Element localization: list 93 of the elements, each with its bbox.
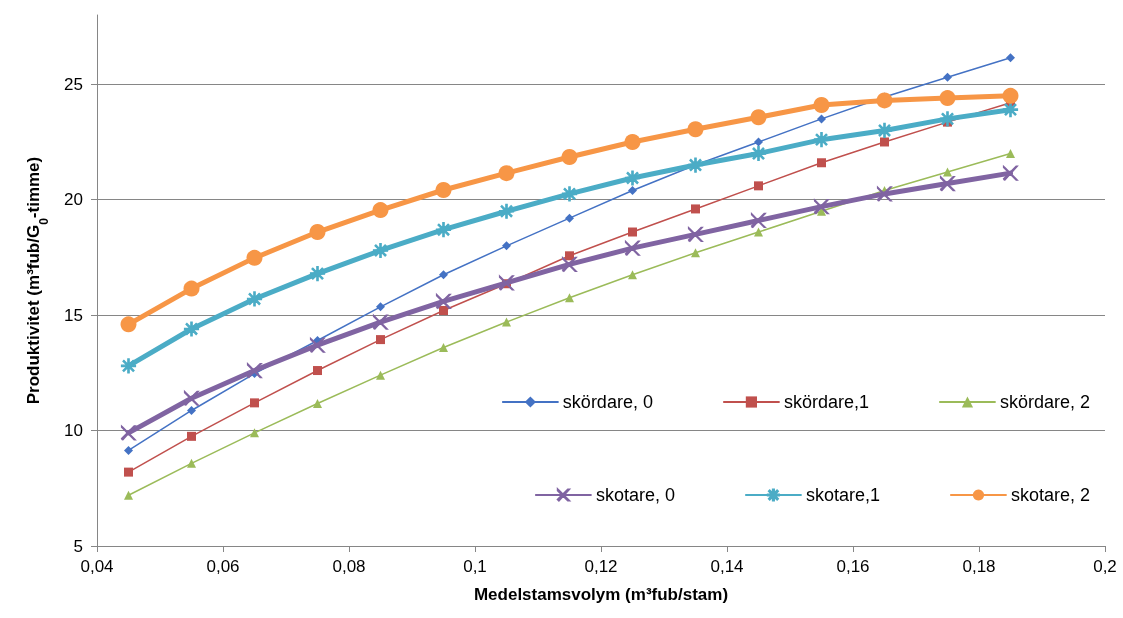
y-tick-label: 5 <box>73 536 83 556</box>
y-tick-label: 15 <box>64 305 83 325</box>
point <box>502 317 511 327</box>
point <box>876 92 893 109</box>
point <box>754 137 763 147</box>
point <box>628 185 637 195</box>
point <box>124 490 133 500</box>
point <box>691 204 700 214</box>
point <box>124 445 133 455</box>
legend-label: skotare,1 <box>805 485 880 505</box>
point <box>561 256 578 272</box>
x-tick-label: 0,14 <box>710 557 744 576</box>
point <box>750 109 767 126</box>
y-tick-label: 10 <box>64 421 83 441</box>
x-tick-label: 0,04 <box>80 557 114 576</box>
x-tick-label: 0,16 <box>836 557 870 576</box>
point <box>817 114 826 124</box>
point <box>435 222 452 238</box>
y-tick-label: 25 <box>64 74 83 94</box>
point <box>435 293 452 309</box>
x-tick-label: 0,2 <box>1093 557 1117 576</box>
point <box>624 240 641 256</box>
point <box>754 227 763 237</box>
point <box>624 133 641 150</box>
point <box>313 366 322 376</box>
point <box>750 212 767 229</box>
point <box>120 316 137 333</box>
point <box>1002 87 1019 104</box>
point <box>813 132 830 148</box>
x-tick-label: 0,06 <box>206 557 240 576</box>
legend-label: skördare,1 <box>783 392 869 412</box>
point <box>813 199 830 215</box>
point <box>628 227 637 237</box>
legend-label: skördare, 0 <box>562 392 653 412</box>
legend-label: skördare, 2 <box>999 392 1090 412</box>
point <box>498 165 515 182</box>
point <box>376 302 385 312</box>
point <box>565 213 574 223</box>
point <box>187 405 196 415</box>
point <box>687 121 704 138</box>
point <box>372 202 389 219</box>
point <box>250 398 259 408</box>
point <box>250 428 259 438</box>
point <box>943 72 952 82</box>
point <box>628 270 637 280</box>
point <box>187 431 196 441</box>
point <box>439 342 448 352</box>
point <box>939 175 956 192</box>
point <box>880 137 889 147</box>
x-tick-label: 0,18 <box>962 557 996 576</box>
point <box>376 370 385 380</box>
point <box>502 241 511 251</box>
point <box>754 181 763 191</box>
point <box>939 111 956 127</box>
point <box>1006 149 1015 159</box>
point <box>939 90 956 107</box>
point <box>309 337 326 353</box>
point <box>376 335 385 345</box>
x-tick-label: 0,1 <box>463 557 487 576</box>
y-axis-title: Produktivitet (m³fub/G0-timme) <box>24 156 51 405</box>
point <box>565 293 574 303</box>
point <box>687 226 704 242</box>
point <box>246 249 263 266</box>
legend-label: skotare, 2 <box>1010 485 1091 505</box>
point <box>498 203 515 219</box>
legend-label: skotare, 0 <box>595 485 675 505</box>
point <box>1006 53 1015 63</box>
point <box>372 314 389 330</box>
y-tick-label: 20 <box>64 190 83 210</box>
point <box>813 97 830 114</box>
point <box>187 458 196 468</box>
point <box>124 467 133 477</box>
x-tick-label: 0,08 <box>332 557 366 576</box>
point <box>876 186 893 202</box>
point <box>817 158 826 168</box>
point <box>435 182 452 198</box>
x-tick-label: 0,12 <box>584 557 618 576</box>
point <box>313 399 322 409</box>
point <box>439 306 448 316</box>
point <box>691 248 700 258</box>
point <box>246 362 263 379</box>
point <box>183 390 200 406</box>
point <box>120 425 137 441</box>
point <box>309 224 326 241</box>
point <box>439 270 448 280</box>
point <box>561 148 578 165</box>
point <box>183 280 200 297</box>
point <box>943 167 952 177</box>
point <box>565 251 574 261</box>
x-axis-title: Medelstamsvolym (m³fub/stam) <box>473 585 729 604</box>
point <box>687 157 704 173</box>
point <box>1002 165 1019 181</box>
point <box>498 275 515 291</box>
